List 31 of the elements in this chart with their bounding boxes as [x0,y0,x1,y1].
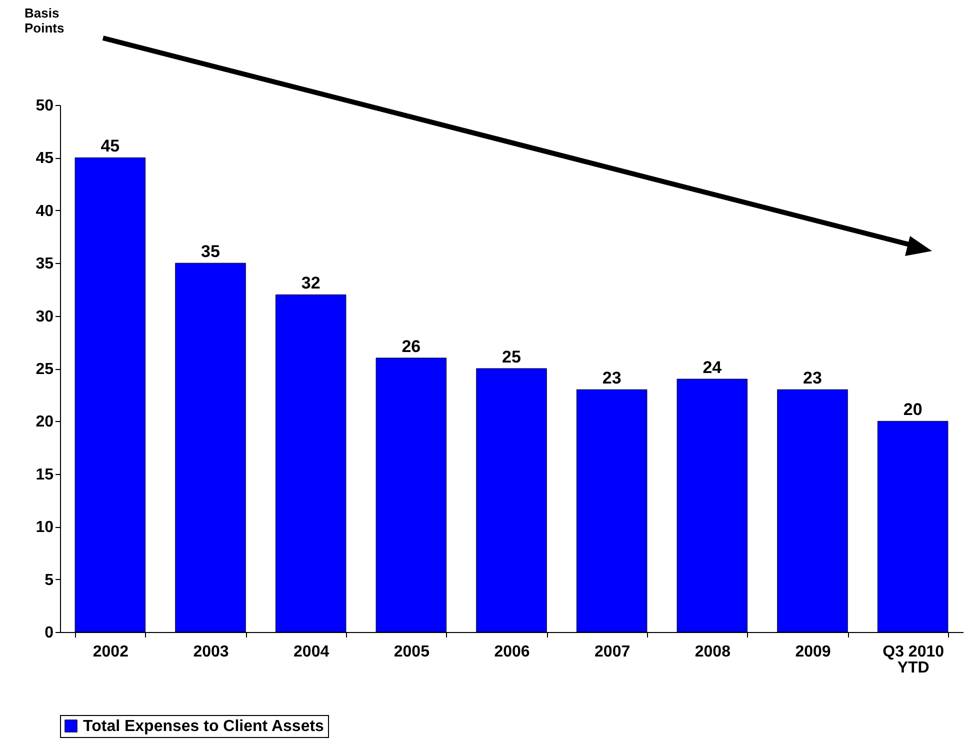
x-tick-label: 2007 [594,644,630,660]
data-label: 35 [201,242,220,262]
data-label: 25 [502,348,521,366]
legend-label: Total Expenses to Client Assets [83,718,324,735]
y-tick-label: 20 [36,414,54,431]
x-tick-label: 2008 [694,644,731,660]
x-tick-label: 2005 [394,644,430,660]
y-tick-label: 45 [36,150,54,168]
data-label: 32 [301,274,320,293]
data-label: 24 [702,358,722,378]
data-label: 26 [402,336,421,356]
y-tick-label: 40 [36,202,54,220]
x-tick-label: 2002 [92,644,129,660]
y-tick-label: 50 [36,98,54,114]
y-tick-label: 15 [36,466,54,484]
data-label: 45 [100,136,120,156]
data-label: 23 [803,368,822,388]
data-label: 23 [602,368,622,388]
data-label: 20 [903,400,922,420]
x-tick-label: 2003 [193,644,229,660]
y-axis-title: Basis Points [24,6,64,36]
x-tick-label: 2004 [294,644,330,660]
y-tick-label: 10 [36,519,54,536]
x-tick-label: 2006 [494,644,530,660]
y-tick-label: 25 [36,361,54,378]
y-tick-label: 30 [36,308,54,326]
x-tick-label: 2009 [795,644,831,660]
x-tick-label: Q3 2010 YTD [882,644,944,676]
y-tick-label: 35 [36,256,54,273]
y-tick-label: 5 [44,572,54,589]
y-tick-label: 0 [44,624,54,642]
